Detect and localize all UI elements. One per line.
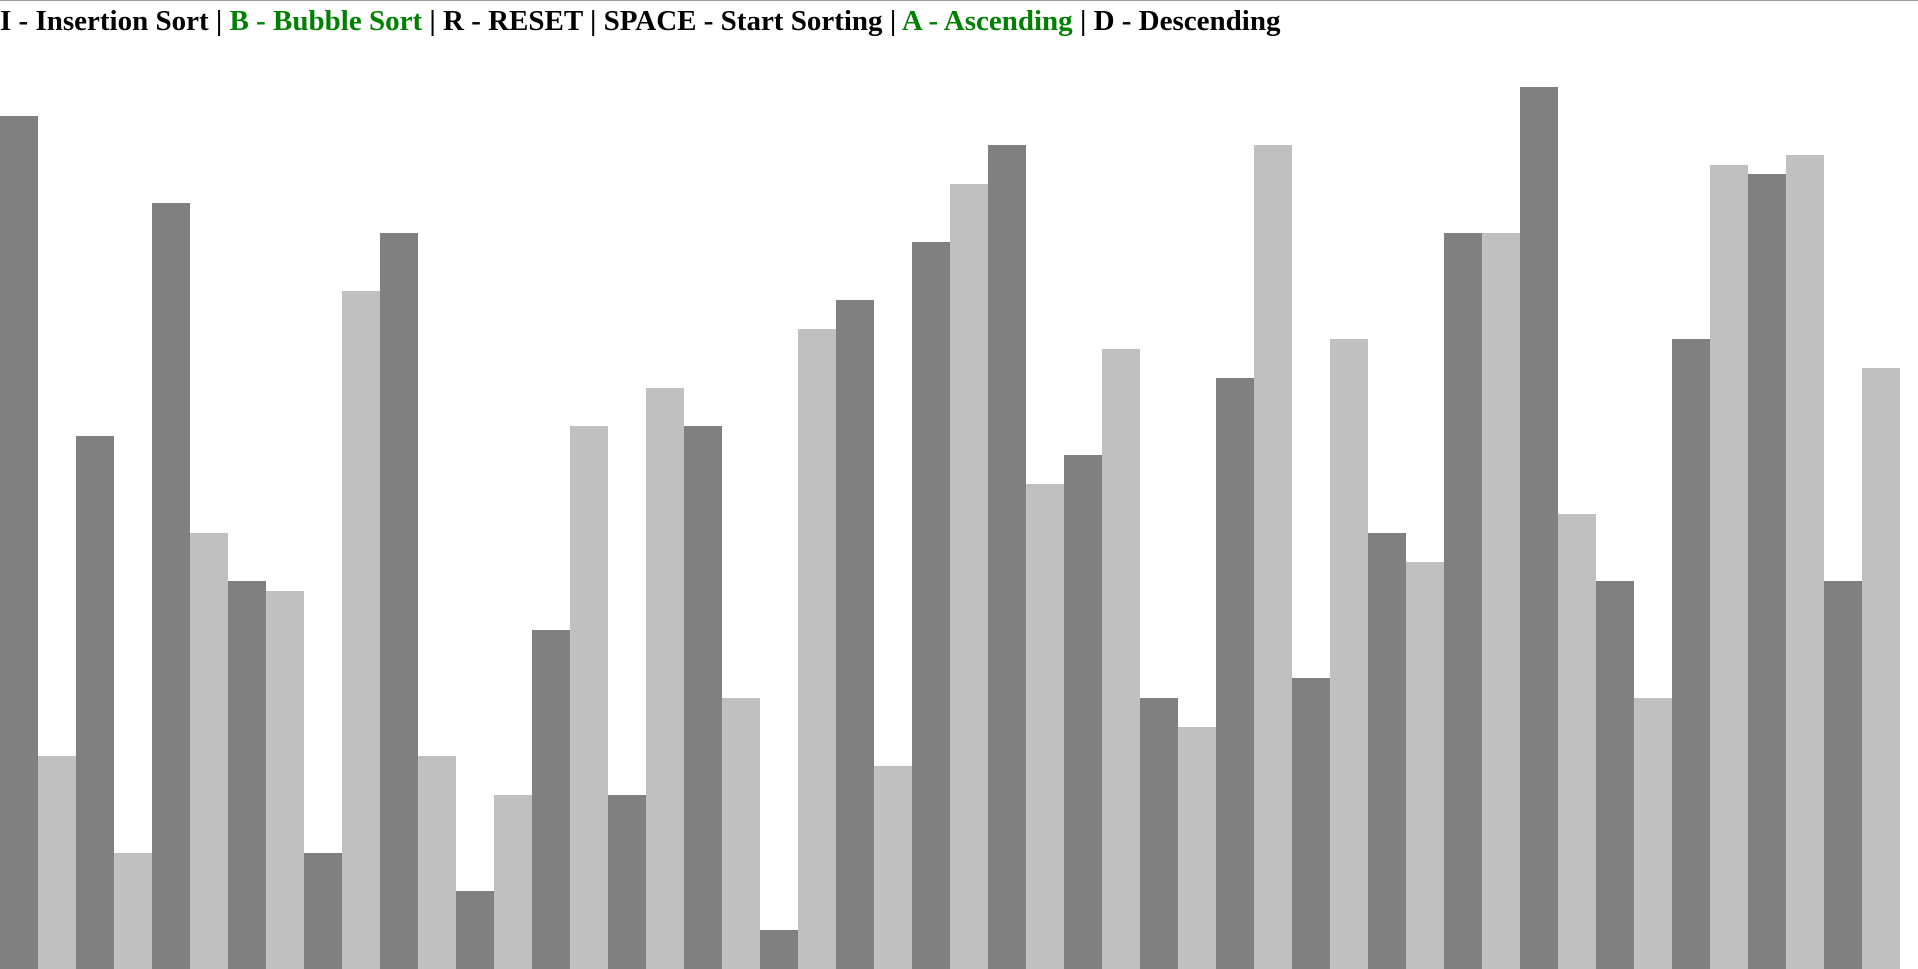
value-bar	[1862, 368, 1900, 969]
value-bar	[684, 426, 722, 969]
value-bar	[1292, 678, 1330, 969]
value-bar	[152, 203, 190, 969]
value-bar	[1140, 698, 1178, 969]
value-bar	[836, 300, 874, 969]
value-bar	[722, 698, 760, 969]
value-bar	[798, 329, 836, 969]
value-bar	[608, 795, 646, 969]
value-bar	[988, 145, 1026, 969]
value-bar	[1368, 533, 1406, 969]
legend-separator: |	[208, 5, 230, 37]
value-bar	[342, 291, 380, 969]
value-bar	[1748, 174, 1786, 969]
value-bar	[456, 891, 494, 969]
value-bar	[418, 756, 456, 969]
value-bar	[1596, 581, 1634, 969]
value-bar	[494, 795, 532, 969]
value-bar	[1710, 165, 1748, 969]
value-bar	[1102, 349, 1140, 969]
value-bar	[1672, 339, 1710, 969]
value-bar	[304, 853, 342, 969]
value-bar	[760, 930, 798, 969]
value-bar	[912, 242, 950, 969]
value-bar	[1558, 514, 1596, 969]
value-bar	[570, 426, 608, 969]
value-bar	[1330, 339, 1368, 969]
value-bar	[1178, 727, 1216, 969]
value-bar	[1634, 698, 1672, 969]
value-bar	[1786, 155, 1824, 969]
value-bar	[1824, 581, 1862, 969]
value-bar	[950, 184, 988, 969]
legend-separator: |	[882, 5, 902, 37]
value-bar	[114, 853, 152, 969]
value-bar	[228, 581, 266, 969]
legend-item: D - Descending	[1093, 5, 1281, 37]
legend-separator: |	[1072, 5, 1094, 37]
legend-item: SPACE - Start Sorting	[603, 5, 883, 37]
value-bar	[1254, 145, 1292, 969]
legend-item: A - Ascending	[901, 5, 1073, 37]
value-bar	[1064, 455, 1102, 969]
value-bar	[1520, 87, 1558, 969]
value-bar	[0, 116, 38, 969]
legend-separator: |	[582, 5, 604, 37]
legend-item: B - Bubble Sort	[229, 5, 423, 37]
value-bar	[76, 436, 114, 969]
value-bar	[266, 591, 304, 969]
legend-item: I - Insertion Sort	[0, 5, 209, 37]
legend-separator: |	[422, 5, 443, 37]
legend-item: R - RESET	[443, 5, 583, 37]
value-bar	[532, 630, 570, 969]
value-bar	[1026, 484, 1064, 969]
value-bar	[380, 233, 418, 969]
window-top-border	[0, 0, 1918, 1]
value-bar	[874, 766, 912, 969]
value-bar	[38, 756, 76, 969]
value-bar	[1444, 233, 1482, 969]
value-bar	[1406, 562, 1444, 969]
value-bar	[646, 388, 684, 969]
value-bar	[1216, 378, 1254, 969]
value-bar	[1482, 233, 1520, 969]
controls-legend: I - Insertion Sort | B - Bubble Sort | R…	[0, 4, 1280, 38]
value-bar	[190, 533, 228, 969]
